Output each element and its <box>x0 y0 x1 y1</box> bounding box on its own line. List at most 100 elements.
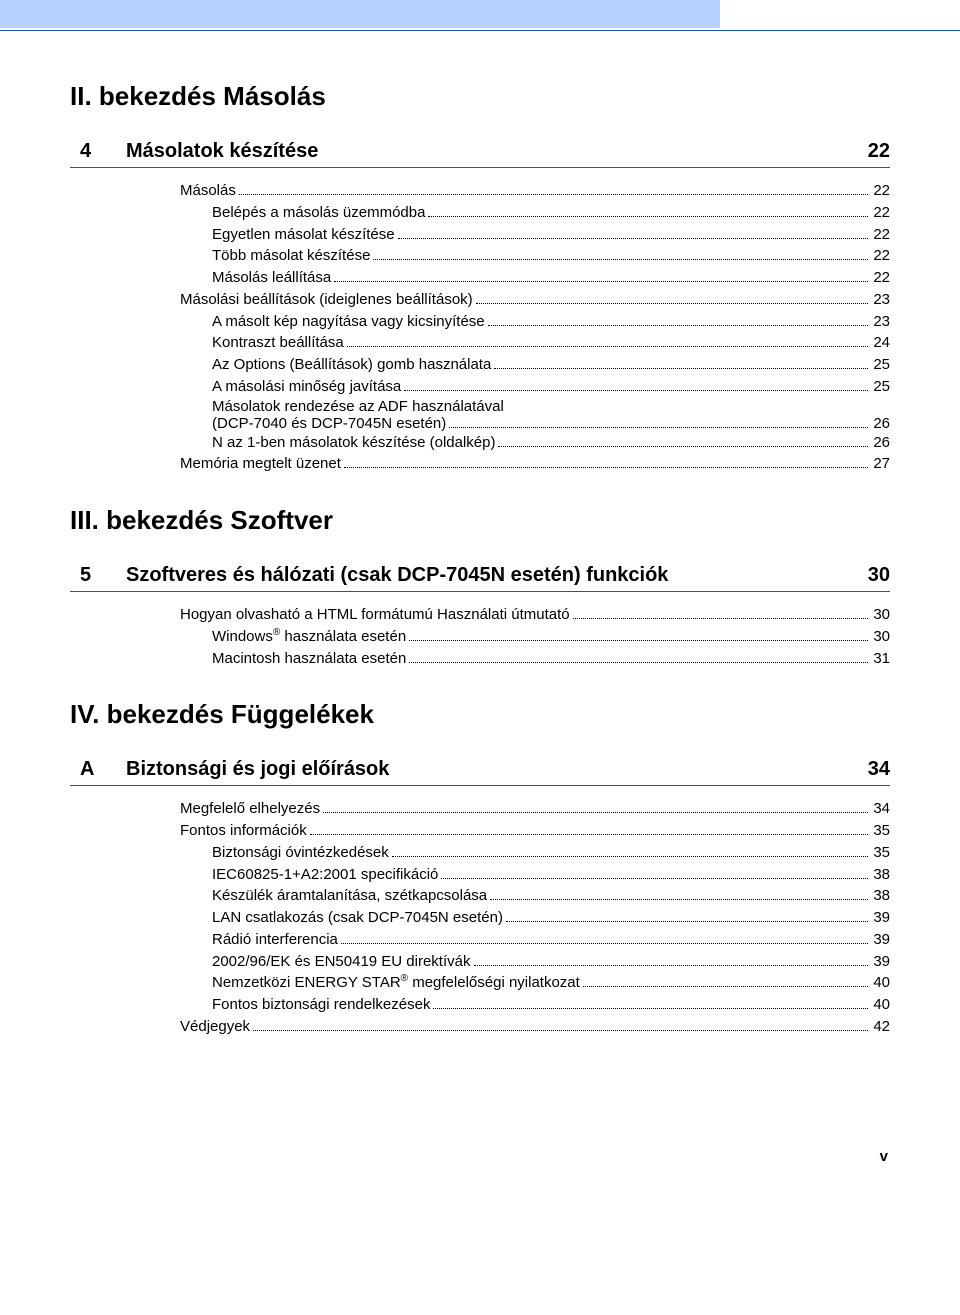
toc-leader-dots <box>334 281 868 282</box>
toc-leader-dots <box>404 390 868 391</box>
toc-entry[interactable]: Több másolat készítése 22 <box>180 245 890 267</box>
toc-page: 26 <box>871 432 890 454</box>
toc-entry[interactable]: Nemzetközi ENERGY STAR® megfelelőségi ny… <box>180 972 890 994</box>
toc-page: 25 <box>871 376 890 398</box>
toc-label: Egyetlen másolat készítése <box>212 224 395 246</box>
toc-page: 22 <box>871 224 890 246</box>
toc-entry[interactable]: Másolás leállítása22 <box>180 267 890 289</box>
toc-entry[interactable]: Macintosh használata esetén 31 <box>180 648 890 670</box>
toc-page: 27 <box>871 453 890 475</box>
toc-leader-dots <box>253 1030 868 1031</box>
toc-label: Fontos információk <box>180 820 307 842</box>
toc-page: 22 <box>871 267 890 289</box>
chapter-num: A <box>70 758 126 781</box>
toc-label: Biztonsági óvintézkedések <box>212 842 389 864</box>
toc-leader-dots <box>490 899 868 900</box>
toc-entry[interactable]: Másolási beállítások (ideiglenes beállít… <box>180 289 890 311</box>
toc-entry[interactable]: N az 1-ben másolatok készítése (oldalkép… <box>180 432 890 454</box>
header-rule <box>0 30 960 31</box>
toc-entry[interactable]: LAN csatlakozás (csak DCP-7045N esetén)3… <box>180 907 890 929</box>
toc-page: 31 <box>871 648 890 670</box>
chapter-num: 5 <box>70 564 126 587</box>
toc-entry[interactable]: Fontos biztonsági rendelkezések40 <box>180 994 890 1016</box>
toc-label: Másolás <box>180 180 236 202</box>
chapter-page: 22 <box>840 140 890 163</box>
toc-page: 22 <box>871 202 890 224</box>
toc-entry[interactable]: Rádió interferencia39 <box>180 929 890 951</box>
toc-label: Windows® használata esetén <box>212 626 406 648</box>
section-title-iii: III. bekezdés Szoftver <box>70 505 890 536</box>
toc-entry[interactable]: Belépés a másolás üzemmódba 22 <box>180 202 890 224</box>
toc-label-line2: (DCP-7040 és DCP-7045N esetén) <box>212 415 446 432</box>
toc-entry[interactable]: A másolt kép nagyítása vagy kicsinyítése… <box>180 311 890 333</box>
toc-label: Hogyan olvasható a HTML formátumú Haszná… <box>180 604 570 626</box>
toc-entry[interactable]: Másolás 22 <box>180 180 890 202</box>
toc-entry[interactable]: Biztonsági óvintézkedések 35 <box>180 842 890 864</box>
toc-entry[interactable]: A másolási minőség javítása25 <box>180 376 890 398</box>
section-title-ii: II. bekezdés Másolás <box>70 81 890 112</box>
toc-page: 25 <box>871 354 890 376</box>
toc-page: 30 <box>871 604 890 626</box>
toc-entry[interactable]: Egyetlen másolat készítése 22 <box>180 224 890 246</box>
toc-entry[interactable]: Kontraszt beállítása24 <box>180 332 890 354</box>
toc-leader-dots <box>344 467 868 468</box>
toc-page: 38 <box>871 864 890 886</box>
toc-entry[interactable]: Fontos információk 35 <box>180 820 890 842</box>
toc-page: 35 <box>871 842 890 864</box>
chapter-row-a[interactable]: A Biztonsági és jogi előírások 34 <box>70 758 890 786</box>
toc-page: 40 <box>871 972 890 994</box>
header-band-white <box>720 0 960 28</box>
toc-block-sec4: Megfelelő elhelyezés34Fontos információk… <box>180 798 890 1037</box>
toc-entry[interactable]: Készülék áramtalanítása, szétkapcsolása3… <box>180 885 890 907</box>
toc-entry[interactable]: 2002/96/EK és EN50419 EU direktívák 39 <box>180 951 890 973</box>
toc-leader-dots <box>409 640 868 641</box>
registered-mark-icon: ® <box>273 627 280 638</box>
toc-page: 22 <box>871 245 890 267</box>
toc-block-sec3: Hogyan olvasható a HTML formátumú Haszná… <box>180 604 890 669</box>
toc-page: II. bekezdés Másolás 4 Másolatok készíté… <box>0 81 960 1108</box>
toc-leader-dots <box>398 238 869 239</box>
toc-label: Több másolat készítése <box>212 245 370 267</box>
toc-page: 39 <box>871 951 890 973</box>
registered-mark-icon: ® <box>401 973 408 984</box>
toc-leader-dots <box>498 446 868 447</box>
toc-entry[interactable]: Másolatok rendezése az ADF használatával… <box>180 398 890 432</box>
toc-leader-dots <box>341 943 868 944</box>
toc-entry[interactable]: Memória megtelt üzenet 27 <box>180 453 890 475</box>
toc-block-sec2: Másolás22Belépés a másolás üzemmódba22Eg… <box>180 180 890 475</box>
toc-label: 2002/96/EK és EN50419 EU direktívák <box>212 951 471 973</box>
toc-page: 30 <box>871 626 890 648</box>
toc-leader-dots <box>449 427 868 428</box>
toc-label: Nemzetközi ENERGY STAR® megfelelőségi ny… <box>212 972 580 994</box>
toc-entry[interactable]: Védjegyek42 <box>180 1016 890 1038</box>
toc-entry[interactable]: IEC60825-1+A2:2001 specifikáció38 <box>180 864 890 886</box>
toc-label: LAN csatlakozás (csak DCP-7045N esetén) <box>212 907 503 929</box>
toc-page: 35 <box>871 820 890 842</box>
toc-entry[interactable]: Hogyan olvasható a HTML formátumú Haszná… <box>180 604 890 626</box>
chapter-label: Másolatok készítése <box>126 140 840 163</box>
chapter-label: Szoftveres és hálózati (csak DCP-7045N e… <box>126 564 840 587</box>
toc-leader-dots <box>409 662 868 663</box>
chapter-row-4[interactable]: 4 Másolatok készítése 22 <box>70 140 890 168</box>
toc-leader-dots <box>474 965 869 966</box>
toc-label: A másolt kép nagyítása vagy kicsinyítése <box>212 311 485 333</box>
toc-page: 23 <box>871 311 890 333</box>
toc-label: Macintosh használata esetén <box>212 648 406 670</box>
toc-label-line1: Másolatok rendezése az ADF használatával <box>212 398 890 415</box>
toc-entry[interactable]: Megfelelő elhelyezés34 <box>180 798 890 820</box>
toc-leader-dots <box>433 1008 868 1009</box>
toc-leader-dots <box>506 921 868 922</box>
toc-entry[interactable]: Windows® használata esetén 30 <box>180 626 890 648</box>
page-number: v <box>880 1148 888 1165</box>
toc-leader-dots <box>373 259 868 260</box>
toc-entry[interactable]: Az Options (Beállítások) gomb használata… <box>180 354 890 376</box>
toc-leader-dots <box>583 986 869 987</box>
toc-label: Belépés a másolás üzemmódba <box>212 202 425 224</box>
chapter-row-5[interactable]: 5 Szoftveres és hálózati (csak DCP-7045N… <box>70 564 890 592</box>
toc-label: Az Options (Beállítások) gomb használata <box>212 354 491 376</box>
toc-page: 23 <box>871 289 890 311</box>
toc-leader-dots <box>441 878 868 879</box>
header-band-blue <box>0 0 720 28</box>
toc-label: Memória megtelt üzenet <box>180 453 341 475</box>
toc-page: 22 <box>871 180 890 202</box>
